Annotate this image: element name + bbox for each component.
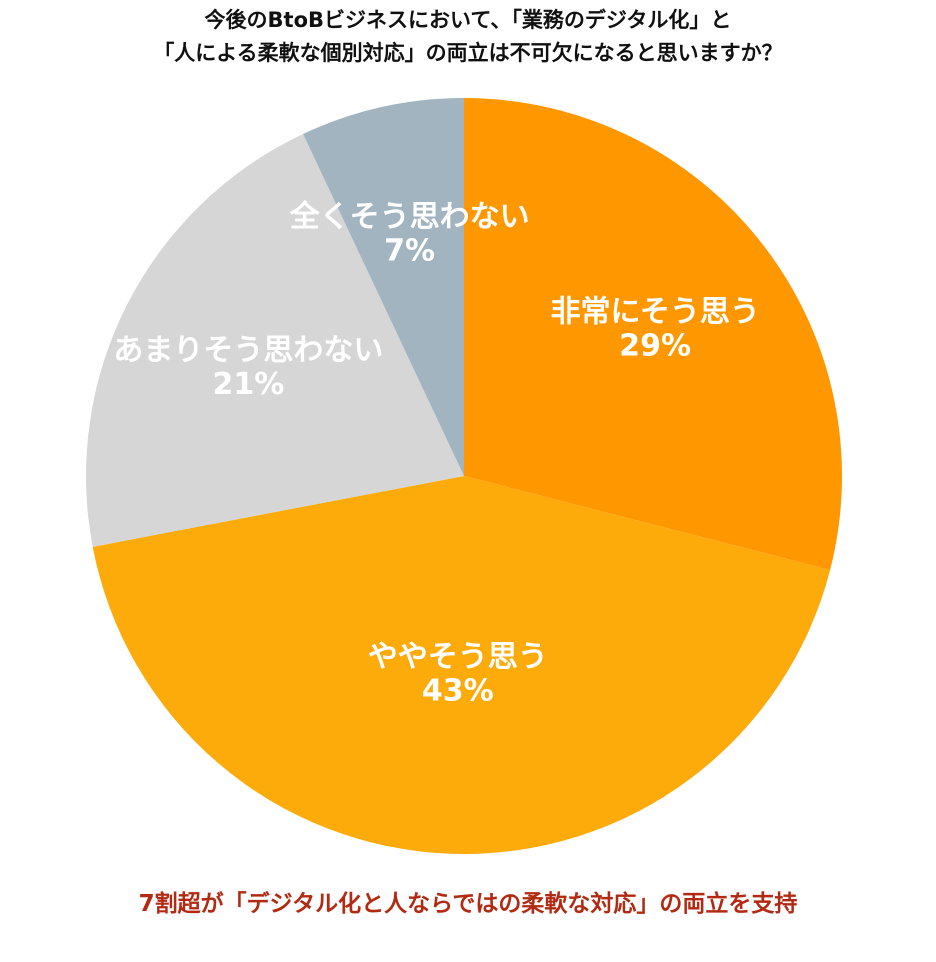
slice-label-name-1: 非常にそう思う [550,295,759,330]
slice-label-name-4: 全くそう思わない [289,200,530,235]
chart-footnote: 7割超が「デジタル化と人ならではの柔軟な対応」の両立を支持 [138,891,798,917]
slice-label-value-2: 43% [422,674,494,709]
slice-label-name-2: ややそう思う [368,640,548,675]
pie-slices [86,98,842,854]
chart-title: 今後のBtoBビジネスにおいて、「業務のデジタル化」と 「人による柔軟な個別対応… [0,4,936,70]
chart-title-line-2: 「人による柔軟な個別対応」の両立は不可欠になると思いますか？ [153,41,783,65]
pie-slice-3 [86,133,464,547]
pie-slice-4 [303,98,464,476]
slice-label-value-4: 7% [384,234,435,269]
pie-slice-1 [464,98,842,570]
pie-slice-2 [92,476,831,854]
chart-title-line-1: 今後のBtoBビジネスにおいて、「業務のデジタル化」と [204,8,732,32]
slice-label-name-3: あまりそう思わない [113,333,383,368]
slice-label-value-1: 29% [619,329,691,364]
slice-label-value-3: 21% [212,367,284,402]
